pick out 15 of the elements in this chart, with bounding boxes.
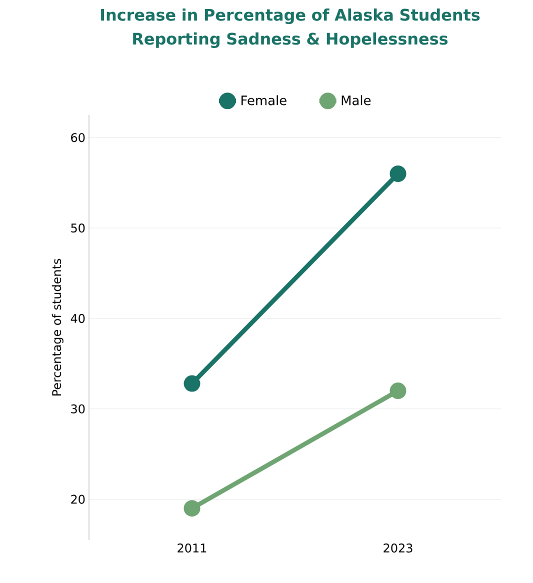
y-tick-label: 30 bbox=[71, 404, 85, 414]
chart-title: Increase in Percentage of Alaska Students Reporting Sadness & Hopelessness bbox=[100, 8, 480, 48]
x-tick-label: 2023 bbox=[384, 544, 412, 553]
legend-label: Male bbox=[342, 95, 370, 106]
point bbox=[390, 382, 406, 400]
point bbox=[184, 500, 200, 517]
y-tick-label: 50 bbox=[71, 224, 85, 233]
y-axis-title: Percentage of students bbox=[52, 258, 64, 396]
y-tick-label: 40 bbox=[70, 314, 85, 323]
point bbox=[390, 166, 406, 182]
legend-label: Female bbox=[241, 95, 286, 106]
y-tick-label: 60 bbox=[70, 133, 85, 142]
x-tick-label: 2011 bbox=[178, 544, 206, 553]
point bbox=[184, 375, 200, 392]
y-tick-label: 20 bbox=[70, 494, 85, 504]
